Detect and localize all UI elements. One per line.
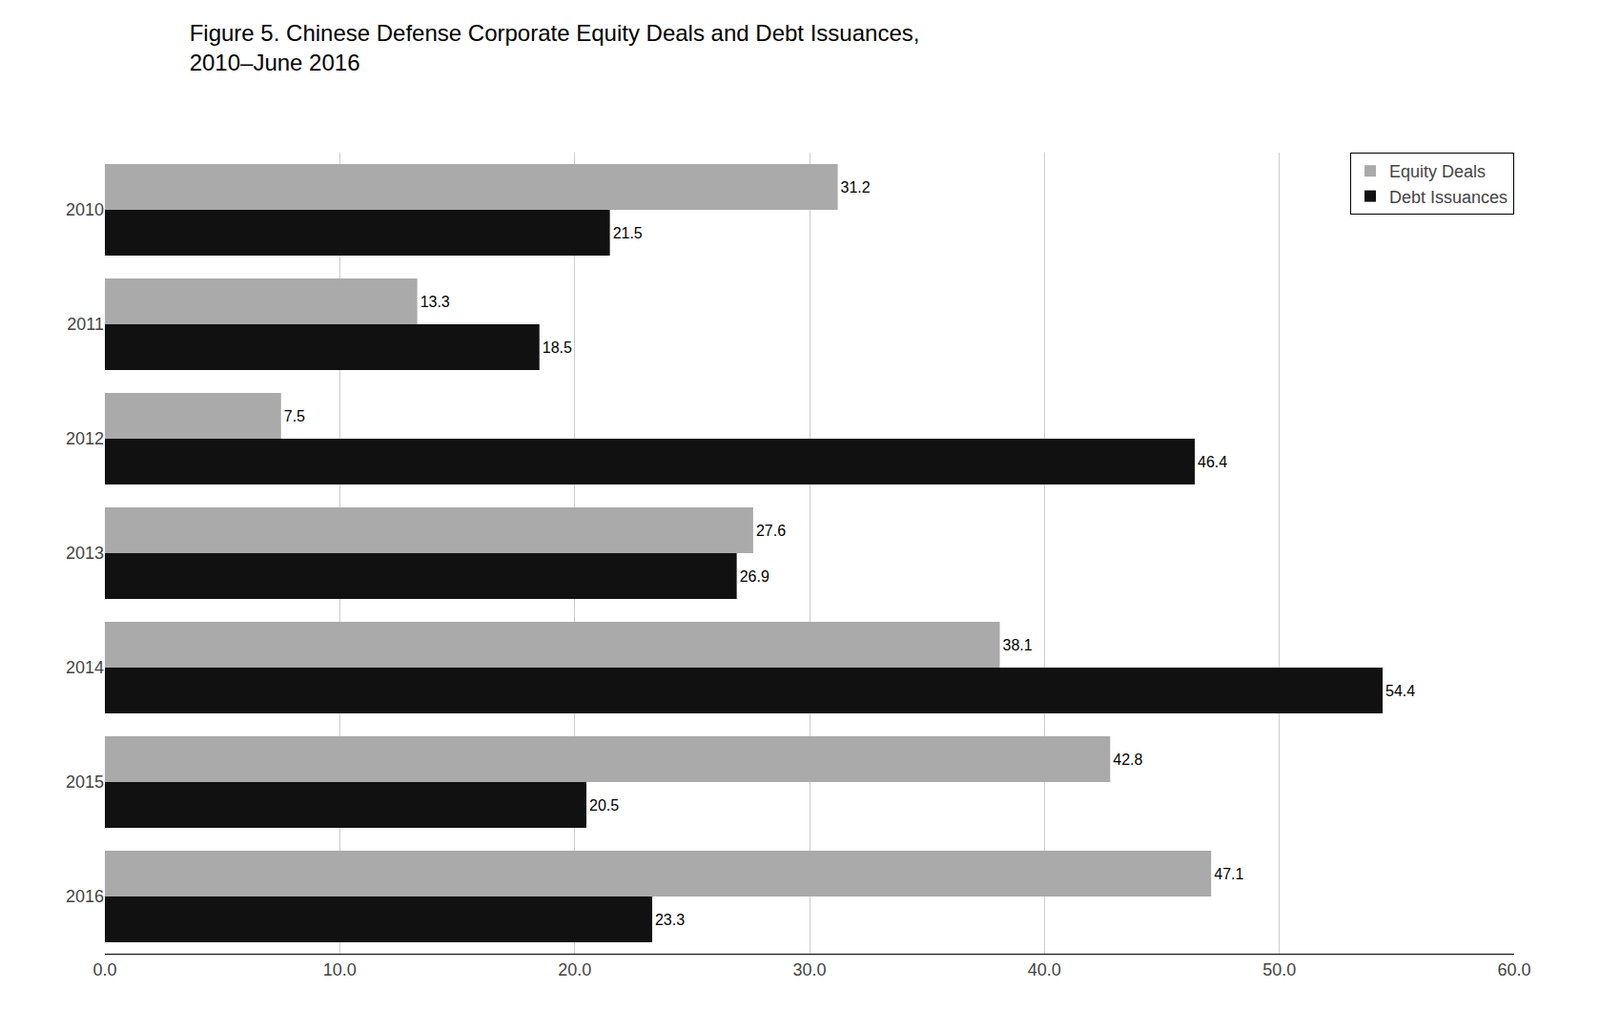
svg-text:30.0: 30.0	[792, 960, 826, 980]
svg-text:21.5: 21.5	[613, 225, 643, 242]
svg-text:2012: 2012	[65, 429, 104, 449]
svg-text:2014: 2014	[65, 657, 104, 677]
svg-text:Equity Deals: Equity Deals	[1389, 162, 1486, 182]
svg-text:40.0: 40.0	[1027, 960, 1062, 980]
svg-text:38.1: 38.1	[1003, 636, 1033, 654]
svg-text:7.5: 7.5	[284, 408, 306, 425]
svg-text:27.6: 27.6	[756, 522, 786, 539]
svg-text:2016: 2016	[65, 886, 104, 906]
svg-text:20.5: 20.5	[589, 797, 619, 814]
svg-text:26.9: 26.9	[739, 568, 770, 585]
svg-text:47.1: 47.1	[1213, 865, 1244, 883]
svg-text:31.2: 31.2	[841, 179, 871, 196]
svg-text:Figure 5. Chinese Defense Corp: Figure 5. Chinese Defense Corporate Equi…	[189, 20, 921, 76]
svg-text:13.3: 13.3	[420, 293, 451, 310]
svg-text:42.8: 42.8	[1112, 751, 1143, 768]
svg-text:18.5: 18.5	[542, 339, 573, 356]
svg-text:2011: 2011	[66, 314, 104, 334]
svg-text:60.0: 60.0	[1497, 960, 1531, 980]
svg-text:46.4: 46.4	[1197, 453, 1228, 471]
svg-text:2015: 2015	[65, 772, 104, 792]
svg-text:23.3: 23.3	[655, 911, 685, 928]
svg-text:50.0: 50.0	[1262, 960, 1296, 980]
svg-text:2013: 2013	[65, 543, 104, 563]
svg-text:Debt Issuances: Debt Issuances	[1389, 187, 1508, 207]
svg-text:2010: 2010	[65, 200, 104, 220]
svg-text:54.4: 54.4	[1385, 682, 1416, 699]
svg-text:0.0: 0.0	[92, 960, 117, 980]
svg-text:20.0: 20.0	[557, 960, 592, 980]
svg-text:10.0: 10.0	[323, 960, 357, 980]
